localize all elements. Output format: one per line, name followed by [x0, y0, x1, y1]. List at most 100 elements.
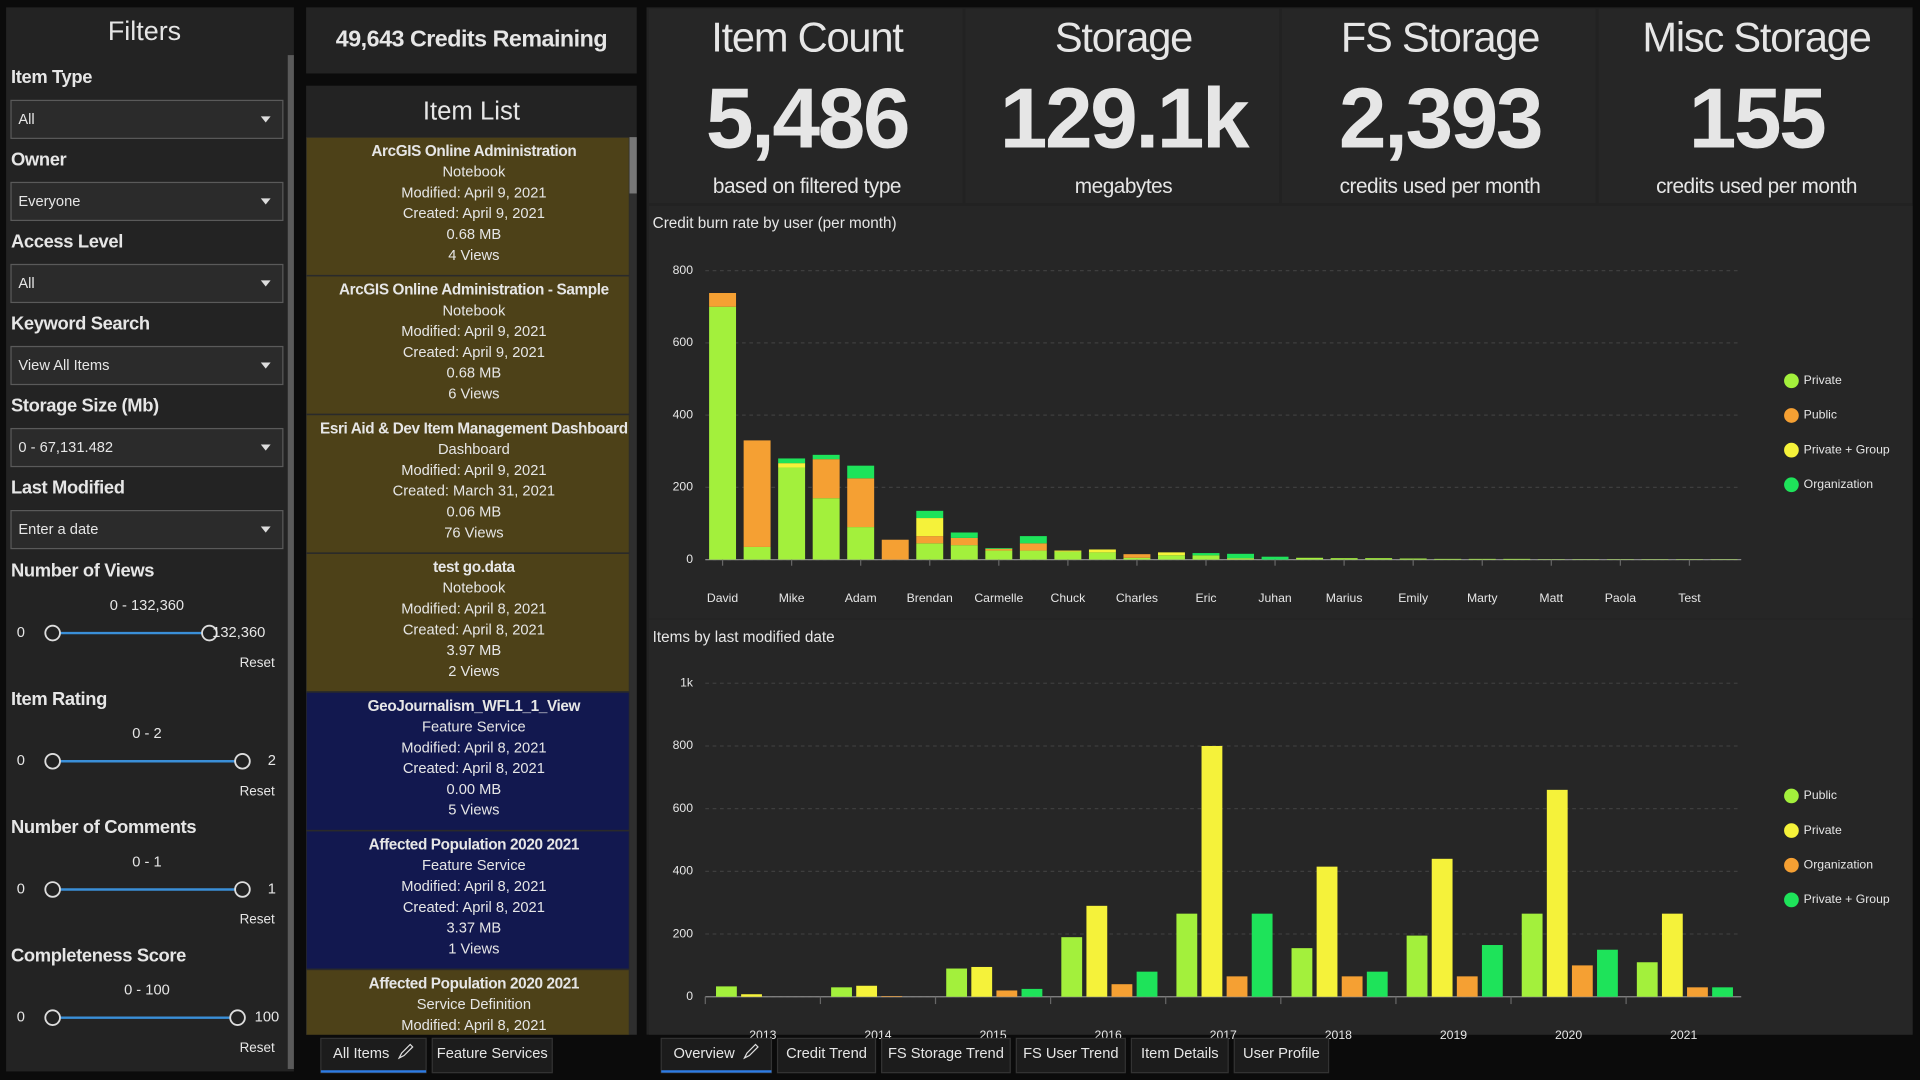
- y-tick-label: 1k: [680, 675, 694, 689]
- legend-label: Public: [1804, 788, 1837, 802]
- reset-button[interactable]: Reset: [240, 912, 275, 927]
- dropdown[interactable]: All: [10, 263, 284, 304]
- item-detail: Created: April 8, 2021: [403, 900, 545, 916]
- bar: [1226, 976, 1248, 997]
- bar-segment: [847, 478, 875, 528]
- x-tick-label: Juhan: [1258, 591, 1292, 605]
- bar: [1366, 971, 1388, 997]
- tab-label: FS User Trend: [1023, 1046, 1119, 1062]
- slider-handle[interactable]: [44, 624, 61, 642]
- reset-button[interactable]: Reset: [240, 1040, 275, 1055]
- tab[interactable]: FS Storage Trend: [881, 1037, 1011, 1074]
- dropdown-box: [10, 181, 284, 222]
- bar-segment: [985, 550, 1013, 560]
- tab[interactable]: User Profile: [1233, 1037, 1330, 1074]
- bar: [1571, 965, 1593, 997]
- slider-handle[interactable]: [44, 1009, 61, 1026]
- dropdown-value: Everyone: [18, 194, 80, 210]
- legend-label: Private: [1804, 373, 1842, 387]
- tab[interactable]: Item Details: [1130, 1037, 1229, 1074]
- slider-label: Completeness Score: [11, 944, 186, 965]
- legend-label: Organization: [1804, 857, 1874, 871]
- item-title: Esri Aid & Dev Item Management Dashboard: [320, 420, 628, 437]
- list-item[interactable]: test go.data Notebook Modified: April 8, 2…: [306, 552, 630, 693]
- dropdown[interactable]: Enter a date: [10, 510, 284, 550]
- reset-button[interactable]: Reset: [240, 655, 275, 670]
- list-item[interactable]: GeoJournalism_WFL1_1_View Feature Service…: [306, 691, 630, 832]
- y-tick-label: 0: [686, 989, 693, 1003]
- tab-box: [776, 1037, 877, 1074]
- bar: [1456, 976, 1478, 997]
- slider-handle[interactable]: [234, 753, 251, 770]
- slider-handle[interactable]: [44, 753, 61, 770]
- slider-handle[interactable]: [234, 881, 251, 898]
- x-tick-label: Eric: [1195, 591, 1216, 605]
- kpi-title: Misc Storage: [1642, 13, 1870, 60]
- x-tick-label: David: [707, 591, 738, 605]
- item-detail: Modified: April 8, 2021: [401, 1018, 546, 1034]
- list-item[interactable]: Affected Population 2020 2021 Service Def…: [306, 968, 630, 1080]
- dropdown[interactable]: View All Items: [10, 345, 284, 386]
- bar-segment: [778, 458, 806, 464]
- slider-min: 0: [17, 625, 25, 641]
- dropdown[interactable]: Everyone: [10, 181, 284, 222]
- dropdown[interactable]: 0 - 67,131.482: [10, 427, 284, 468]
- kpi-card: [1598, 8, 1913, 204]
- tab-box: [431, 1037, 553, 1074]
- tab[interactable]: Overview: [660, 1037, 773, 1074]
- item-detail: 0.68 MB: [447, 366, 502, 382]
- item-detail: Feature Service: [422, 858, 526, 874]
- dropdown[interactable]: All: [10, 99, 284, 139]
- legend-label: Private + Group: [1804, 892, 1890, 906]
- slider-handle[interactable]: [229, 1009, 246, 1026]
- tab-box: [1233, 1037, 1330, 1074]
- tab-box: [1130, 1037, 1229, 1074]
- item-detail: 0.06 MB: [447, 504, 502, 520]
- dropdown-box: [10, 510, 284, 550]
- scrollbar: [287, 55, 294, 1069]
- bar-segment: [1123, 554, 1151, 558]
- item-detail: Feature Service: [422, 719, 526, 735]
- bar-segment: [812, 459, 840, 499]
- tab[interactable]: Feature Services: [431, 1037, 553, 1074]
- x-tick-label: Emily: [1398, 591, 1429, 605]
- kpi-value: 2,393: [1339, 71, 1541, 167]
- y-tick-label: 200: [673, 480, 694, 494]
- bar-segment: [1192, 555, 1220, 560]
- list-item[interactable]: Affected Population 2020 2021 Feature Ser…: [306, 830, 630, 970]
- tab-label: Feature Services: [437, 1046, 548, 1062]
- slider-min: 0: [17, 1010, 25, 1026]
- reset-button[interactable]: Reset: [240, 783, 275, 798]
- legend-swatch: [1784, 408, 1799, 423]
- slider-max: 2: [268, 753, 276, 769]
- bar-segment: [1158, 555, 1185, 560]
- tab-label: Item Details: [1141, 1046, 1219, 1062]
- bar-segment: [1123, 557, 1151, 560]
- list-item[interactable]: Esri Aid & Dev Item Management Dashboard…: [306, 414, 630, 554]
- slider-handle[interactable]: [44, 881, 61, 898]
- x-tick-label: 2019: [1440, 1028, 1467, 1042]
- list-item[interactable]: ArcGIS Online Administration - Sample Not…: [306, 275, 630, 415]
- bar: [971, 966, 993, 997]
- slider-handle[interactable]: [201, 624, 218, 642]
- legend-label: Private + Group: [1804, 442, 1890, 456]
- item-detail: Created: April 9, 2021: [403, 206, 545, 222]
- dropdown-arrow: [260, 280, 271, 287]
- item-list-title: Item List: [423, 97, 520, 125]
- tab[interactable]: Credit Trend: [776, 1037, 877, 1074]
- tab[interactable]: FS User Trend: [1015, 1037, 1126, 1074]
- tab[interactable]: All Items: [320, 1037, 427, 1074]
- x-tick-label: 2021: [1670, 1028, 1697, 1042]
- bar-segment: [709, 306, 737, 560]
- tab-label: All Items: [333, 1046, 389, 1062]
- bar-segment: [1261, 556, 1289, 560]
- chart-title: Credit burn rate by user (per month): [653, 215, 897, 232]
- list-item[interactable]: ArcGIS Online Administration Notebook Modi…: [306, 137, 630, 277]
- kpi-value: 129.1k: [1000, 71, 1250, 167]
- bar: [1341, 976, 1363, 997]
- y-tick-label: 800: [673, 738, 694, 752]
- dropdown-value: View All Items: [18, 358, 109, 374]
- list-scrollbar: [629, 137, 637, 1035]
- bar-segment: [778, 467, 806, 560]
